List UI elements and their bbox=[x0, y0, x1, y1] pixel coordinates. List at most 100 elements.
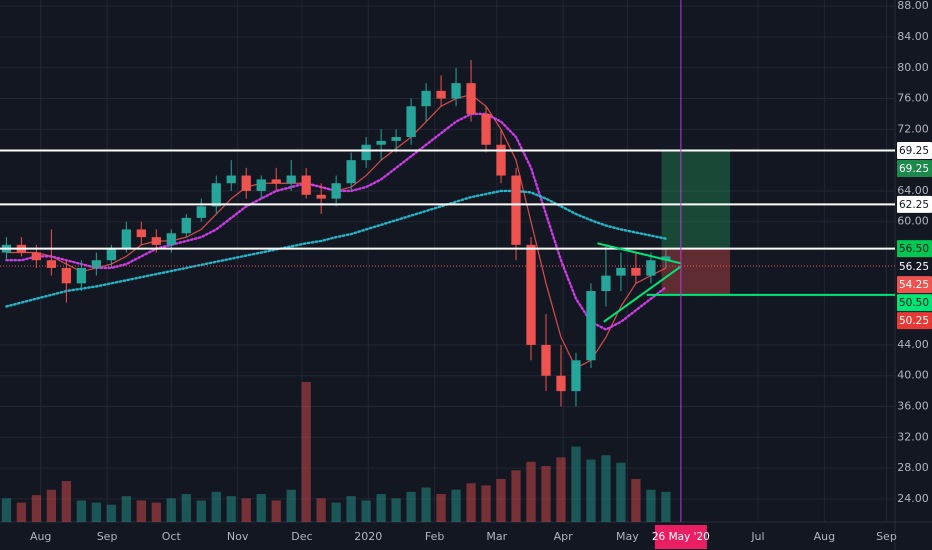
candle-body bbox=[181, 217, 191, 234]
y-tick-label: 64.00 bbox=[897, 184, 929, 197]
candle-body bbox=[421, 90, 431, 107]
y-tick-label: 32.00 bbox=[897, 430, 929, 443]
volume-bar bbox=[331, 502, 341, 522]
price-label: 54.25 bbox=[899, 279, 929, 291]
candle-body bbox=[196, 206, 206, 218]
candle-body bbox=[46, 260, 57, 268]
volume-bar bbox=[496, 478, 506, 522]
volume-bar bbox=[466, 483, 476, 522]
candle-body bbox=[256, 179, 266, 191]
volume-bar bbox=[301, 382, 311, 522]
price-label-box bbox=[897, 312, 932, 330]
candle-body bbox=[136, 229, 146, 238]
volume-bar bbox=[571, 446, 581, 522]
price-label-box bbox=[897, 195, 932, 213]
candle-body bbox=[346, 160, 356, 184]
x-tick-label: May bbox=[616, 530, 639, 543]
candle-body bbox=[151, 237, 161, 245]
volume-bar bbox=[586, 459, 596, 522]
x-tick-label: 2020 bbox=[354, 530, 382, 543]
candle-body bbox=[496, 144, 506, 176]
x-tick-label: Aug bbox=[814, 530, 835, 543]
candle-body bbox=[451, 83, 461, 99]
volume-bar bbox=[136, 500, 146, 522]
volume-bar bbox=[196, 500, 206, 522]
y-tick-label: 76.00 bbox=[897, 92, 929, 105]
volume-bar bbox=[31, 495, 42, 522]
price-label: 50.25 bbox=[899, 315, 929, 327]
candle-body bbox=[271, 179, 281, 184]
price-label: 56.50 bbox=[899, 243, 929, 255]
candle-body bbox=[631, 267, 641, 276]
volume-bar bbox=[211, 491, 221, 522]
candle-body bbox=[91, 260, 101, 268]
volume-bar bbox=[511, 470, 521, 522]
volume-bar bbox=[616, 462, 626, 522]
x-tick-label: Feb bbox=[425, 530, 444, 543]
price-label-box bbox=[897, 142, 932, 160]
candle-body bbox=[301, 175, 311, 195]
volume-bar bbox=[451, 489, 461, 522]
y-tick-label: 44.00 bbox=[897, 338, 929, 351]
x-tick-label: Sep bbox=[876, 530, 897, 543]
x-tick-label: Dec bbox=[291, 530, 312, 543]
x-tick-label: Oct bbox=[162, 530, 182, 543]
cursor-label-box bbox=[654, 525, 707, 549]
price-label-box bbox=[897, 160, 932, 178]
price-label-box bbox=[897, 276, 932, 294]
volume-bar bbox=[421, 487, 431, 522]
x-tick-label: Sep bbox=[97, 530, 118, 543]
volume-bar bbox=[601, 455, 611, 522]
volume-bar bbox=[631, 478, 641, 522]
candle-body bbox=[481, 113, 491, 145]
candle-body bbox=[436, 90, 446, 99]
y-tick-label: 36.00 bbox=[897, 400, 929, 413]
volume-bar bbox=[151, 502, 161, 522]
x-tick-label: Aug bbox=[30, 530, 51, 543]
candle-body bbox=[226, 175, 236, 184]
volume-bar bbox=[16, 502, 27, 522]
volume-bar bbox=[181, 494, 191, 522]
volume-bar bbox=[481, 485, 491, 522]
trend-line bbox=[603, 265, 682, 323]
candle-body bbox=[586, 291, 596, 361]
price-label: 50.50 bbox=[899, 297, 929, 309]
price-label-box bbox=[897, 258, 932, 276]
candle-body bbox=[106, 248, 116, 261]
candle-body bbox=[616, 267, 626, 276]
candle-body bbox=[571, 360, 581, 392]
y-tick-label: 28.00 bbox=[897, 461, 929, 474]
candle-body bbox=[241, 175, 251, 191]
price-label-box bbox=[897, 240, 932, 258]
x-tick-label: Apr bbox=[554, 530, 574, 543]
y-tick-label: 88.00 bbox=[897, 0, 929, 12]
volume-bar bbox=[316, 498, 326, 522]
position-target-zone bbox=[661, 150, 731, 249]
volume-bar bbox=[46, 489, 57, 522]
candle-body bbox=[31, 252, 42, 261]
volume-bar bbox=[646, 489, 656, 522]
candle-body bbox=[466, 83, 476, 114]
candle-body bbox=[331, 183, 341, 199]
candle-body bbox=[121, 229, 131, 249]
volume-bar bbox=[226, 496, 236, 522]
y-tick-label: 24.00 bbox=[897, 492, 929, 505]
volume-bar bbox=[256, 494, 266, 522]
volume-bar bbox=[241, 498, 251, 522]
candle-body bbox=[541, 344, 551, 376]
cursor-label: 26 May '20 bbox=[652, 531, 710, 543]
candle-body bbox=[661, 256, 671, 261]
y-tick-label: 40.00 bbox=[897, 369, 929, 382]
volume-bar bbox=[376, 494, 386, 522]
volume-bar bbox=[436, 494, 446, 522]
volume-bar bbox=[61, 481, 72, 522]
candle-body bbox=[406, 106, 416, 138]
price-label: 69.25 bbox=[899, 145, 929, 157]
volume-bar bbox=[76, 500, 87, 522]
price-label: 56.25 bbox=[899, 261, 929, 273]
volume-bar bbox=[271, 500, 281, 522]
price-label: 69.25 bbox=[899, 163, 929, 175]
volume-bar bbox=[91, 502, 101, 522]
